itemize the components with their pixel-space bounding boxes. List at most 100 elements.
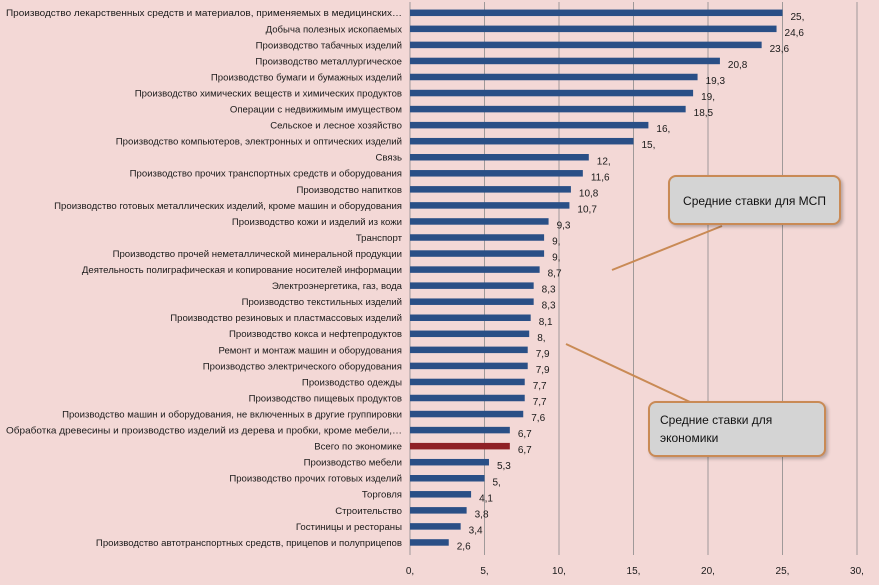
bar xyxy=(410,410,524,418)
value-label: 8,1 xyxy=(539,317,553,328)
bar xyxy=(410,298,534,305)
bar xyxy=(410,346,528,354)
category-label: Производство автотранспортных средств, п… xyxy=(96,538,402,549)
bar xyxy=(410,186,571,193)
category-label: Строительство xyxy=(335,506,402,517)
bar xyxy=(410,25,777,33)
value-label: 9,3 xyxy=(557,220,571,231)
annotation-msp: Средние ставки для МСП xyxy=(668,175,841,225)
value-label: 12, xyxy=(597,156,611,167)
bar xyxy=(410,282,534,289)
category-label: Производство текстильных изделий xyxy=(242,297,402,308)
bar xyxy=(410,394,525,402)
value-label: 19,3 xyxy=(706,76,726,87)
category-label: Транспорт xyxy=(356,233,403,244)
bar xyxy=(410,362,528,370)
category-label: Связь xyxy=(375,153,402,164)
value-label: 19, xyxy=(701,92,715,103)
bar xyxy=(410,250,545,257)
category-label: Производство табачных изделий xyxy=(256,40,402,51)
value-label: 8, xyxy=(537,333,545,344)
bar xyxy=(410,314,531,321)
arrow-economy xyxy=(565,343,691,403)
bar xyxy=(410,523,461,530)
value-label: 16, xyxy=(656,124,670,135)
bar xyxy=(410,89,694,97)
bar xyxy=(410,266,540,273)
category-label: Производство химических веществ и химиче… xyxy=(135,88,402,99)
value-label: 6,7 xyxy=(518,445,532,456)
bar xyxy=(410,202,570,209)
bar xyxy=(410,154,589,161)
category-label: Сельское и лесное хозяйство xyxy=(270,121,402,132)
category-label: Производство напитков xyxy=(296,185,402,196)
category-label: Производство готовых металлических издел… xyxy=(54,201,402,212)
value-label: 15, xyxy=(642,140,656,151)
bar xyxy=(410,234,545,241)
category-label: Всего по экономике xyxy=(314,442,402,453)
bar xyxy=(410,137,634,145)
bar xyxy=(410,475,485,482)
category-label: Деятельность полиграфическая и копирован… xyxy=(82,265,402,276)
category-label: Электроэнергетика, газ, вода xyxy=(272,281,403,292)
category-label: Производство прочих готовых изделий xyxy=(229,474,402,485)
category-label: Производство металлургическое xyxy=(255,56,402,67)
bar xyxy=(410,41,762,49)
value-label: 8,3 xyxy=(542,285,556,296)
value-label: 10,7 xyxy=(577,204,597,215)
gridlines xyxy=(409,2,858,555)
value-label: 3,4 xyxy=(469,525,483,536)
category-label: Производство мебели xyxy=(304,458,402,469)
value-label: 25, xyxy=(791,12,805,23)
value-label: 23,6 xyxy=(770,44,790,55)
x-tick-label: 0, xyxy=(406,566,414,577)
value-label: 9, xyxy=(552,237,560,248)
bar xyxy=(410,170,583,177)
category-label: Производство лекарственных средств и мат… xyxy=(6,8,402,19)
x-tick-label: 10, xyxy=(552,566,566,577)
value-label: 24,6 xyxy=(785,28,805,39)
arrow-msp xyxy=(611,225,723,271)
category-label: Производство прочей неметаллической мине… xyxy=(113,249,402,260)
x-tick-label: 15, xyxy=(627,566,641,577)
bar xyxy=(410,9,783,17)
value-label: 10,8 xyxy=(579,188,599,199)
value-label: 7,7 xyxy=(533,397,547,408)
category-label: Производство одежды xyxy=(302,377,402,388)
value-label: 20,8 xyxy=(728,60,748,71)
x-axis-ticks: 0, 5, 10, 15, 20, 25, 30, xyxy=(406,566,864,577)
bar xyxy=(410,73,698,81)
value-label: 5,3 xyxy=(497,461,511,472)
value-label: 7,7 xyxy=(533,381,547,392)
bar xyxy=(410,426,510,434)
bar xyxy=(410,507,467,514)
category-label: Производство бумаги и бумажных изделий xyxy=(211,72,402,83)
category-label: Операции с недвижимым имуществом xyxy=(230,105,402,116)
bar xyxy=(410,105,686,113)
category-label: Производство резиновых и пластмассовых и… xyxy=(170,313,402,324)
value-label: 18,5 xyxy=(694,108,714,119)
value-label: 3,8 xyxy=(475,509,489,520)
category-label: Производство кокса и нефтепродуктов xyxy=(229,329,402,340)
category-label: Добыча полезных ископаемых xyxy=(266,24,403,35)
x-tick-label: 30, xyxy=(850,566,864,577)
category-label: Производство электрического оборудования xyxy=(203,361,402,372)
value-label: 7,9 xyxy=(536,365,550,376)
bar xyxy=(410,218,549,225)
value-label: 4,1 xyxy=(479,493,493,504)
x-tick-label: 5, xyxy=(480,566,488,577)
value-label: 8,3 xyxy=(542,301,556,312)
category-label: Производство машин и оборудования, не вк… xyxy=(62,409,402,420)
value-label: 8,7 xyxy=(548,269,562,280)
value-label: 6,7 xyxy=(518,429,532,440)
bar xyxy=(410,458,489,466)
bar xyxy=(410,539,449,546)
category-label: Торговля xyxy=(362,490,402,501)
value-label: 7,9 xyxy=(536,349,550,360)
category-label: Производство компьютеров, электронных и … xyxy=(116,137,402,148)
bar xyxy=(410,57,720,65)
value-label: 5, xyxy=(493,477,501,488)
category-label: Ремонт и монтаж машин и оборудования xyxy=(218,345,402,356)
bar xyxy=(410,378,525,386)
value-labels: 25, 24,6 23,6 20,819,3 19, 18,5 16,15, 12, 11,6 1… xyxy=(457,12,805,553)
